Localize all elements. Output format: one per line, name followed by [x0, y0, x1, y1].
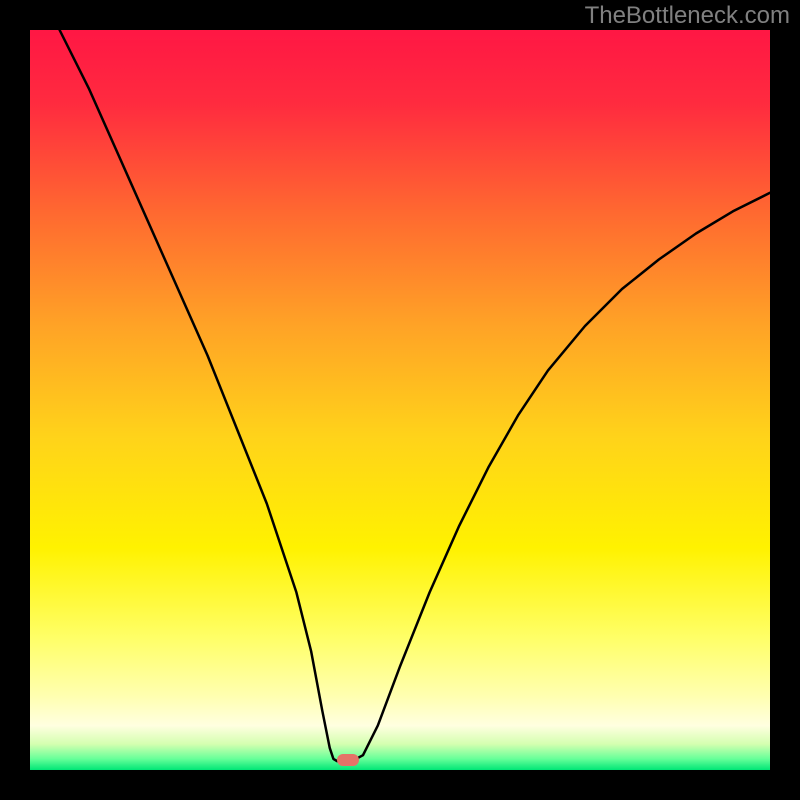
optimal-marker — [337, 754, 359, 766]
watermark-text: TheBottleneck.com — [585, 2, 790, 30]
bottleneck-curve — [30, 30, 770, 770]
curve-path — [60, 30, 770, 761]
plot-area — [30, 30, 770, 770]
